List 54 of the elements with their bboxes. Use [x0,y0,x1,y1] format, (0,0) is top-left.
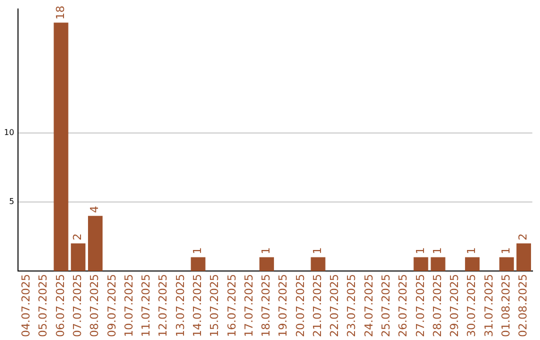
data-label: 2 [71,233,84,240]
data-label: 1 [190,247,204,254]
x-tick-label: 29.07.2025 [448,274,462,338]
x-tick-label: 16.07.2025 [225,274,238,338]
x-tick-label: 06.07.2025 [54,274,67,338]
data-label: 1 [465,247,478,254]
x-tick-label: 09.07.2025 [105,274,118,338]
y-tick-label: 10 [4,128,14,138]
bar [259,257,274,272]
x-tick-label: 25.07.2025 [379,274,392,338]
x-tick-label: 11.07.2025 [140,274,153,338]
data-label: 4 [88,206,102,213]
y-tick-label: 5 [9,197,14,206]
x-tick-label: 04.07.2025 [20,274,33,338]
data-label: 1 [430,247,444,254]
x-tick-label: 15.07.2025 [208,274,222,338]
data-label: 18 [54,6,67,20]
x-tick-label: 26.07.2025 [396,274,410,338]
x-tick-label: 31.07.2025 [482,274,496,338]
bar [310,257,326,272]
x-tick-label: 08.07.2025 [88,274,102,338]
bar [430,257,446,272]
bar [414,257,428,272]
x-tick-label: 20.07.2025 [294,274,307,338]
x-tick-label: 13.07.2025 [174,274,187,338]
bar [190,257,206,272]
bar [516,243,532,272]
x-tick-label: 02.08.2025 [516,274,530,338]
bar [88,216,103,272]
bar [465,257,480,272]
x-tick-label: 07.07.2025 [71,274,84,338]
x-tick-label: 22.07.2025 [328,274,342,338]
x-tick-label: 21.07.2025 [310,274,324,338]
data-label: 2 [516,233,530,240]
x-tick-label: 27.07.2025 [414,274,427,338]
data-label: 1 [414,247,427,254]
x-tick-label: 10.07.2025 [122,274,136,338]
bar [499,257,514,272]
x-tick-label: 17.07.2025 [242,274,256,338]
x-tick-label: 24.07.2025 [362,274,376,338]
data-label: 1 [260,247,273,254]
x-tick-label: 30.07.2025 [465,274,478,338]
data-label: 1 [499,247,512,254]
x-tick-label: 05.07.2025 [36,274,50,338]
x-tick-label: 12.07.2025 [156,274,170,338]
x-tick-label: 28.07.2025 [430,274,444,338]
x-tick-label: 18.07.2025 [260,274,273,338]
bar [70,243,86,272]
x-tick-label: 14.07.2025 [190,274,204,338]
data-label: 1 [310,247,324,254]
x-tick-label: 23.07.2025 [345,274,358,338]
x-tick-label: 01.08.2025 [499,274,512,338]
bar [54,22,68,272]
x-tick-label: 19.07.2025 [276,274,290,338]
